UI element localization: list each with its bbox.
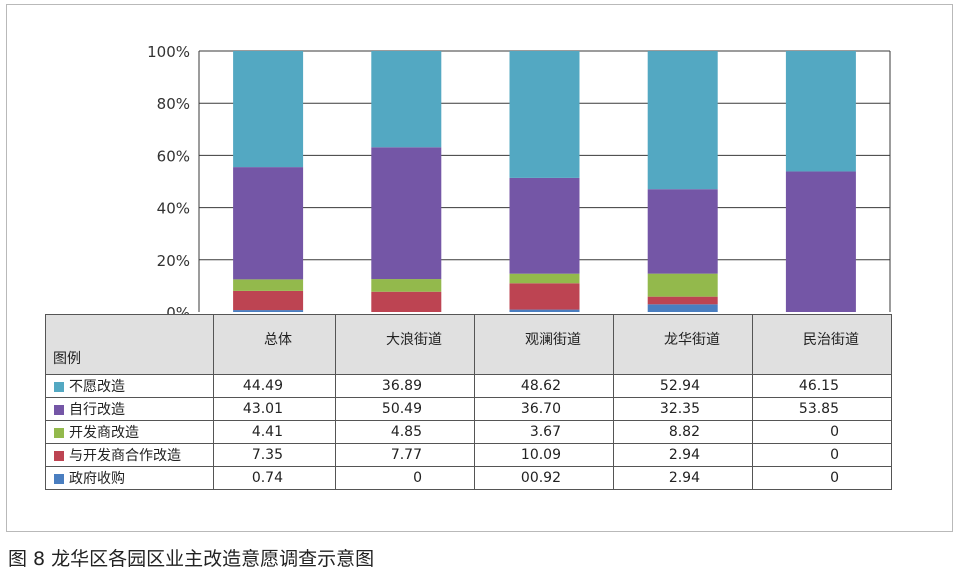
legend-entry: 自行改造 [45,397,214,421]
table-column-header: 龙华街道 [613,314,753,375]
table-cell-value: 7.77 [335,443,475,467]
bar-segment [509,309,580,312]
table-cell-value: 36.89 [335,374,475,398]
table-cell-value: 0 [752,443,892,467]
table-cell-value: 2.94 [613,466,753,490]
legend-entry: 政府收购 [45,466,214,490]
table-cell-value: 52.94 [613,374,753,398]
table-cell-value: 8.82 [613,420,753,444]
bar-segment [647,51,718,190]
bar-segment [647,296,718,305]
table-row: 开发商改造 4.41 4.85 3.67 8.82 0 [45,420,892,444]
table-row: 与开发商合作改造 7.35 7.77 10.09 2.94 0 [45,443,892,467]
bar-segment [647,304,718,312]
table-cell-value: 00.92 [474,466,614,490]
table-column-header: 观澜街道 [474,314,614,375]
legend-label: 与开发商合作改造 [69,448,181,464]
y-tick-label: 40% [157,200,190,218]
table-cell-value: 0 [752,420,892,444]
legend-entry: 不愿改造 [45,374,214,398]
table-row: 不愿改造 44.49 36.89 48.62 52.94 46.15 [45,374,892,398]
bar-segment [509,273,580,284]
table-cell-value: 43.01 [213,397,336,421]
bar-segment [233,279,304,291]
bar-segment [233,310,304,312]
legend-entry: 开发商改造 [45,420,214,444]
y-tick-label: 100% [147,43,190,61]
table-cell-value: 10.09 [474,443,614,467]
bar-segment [647,273,718,297]
table-header-row: 图例 总体 大浪街道 观澜街道 龙华街道 民治街道 [45,314,892,375]
table-row: 政府收购 0.74 0 00.92 2.94 0 [45,466,892,490]
y-tick-label: 60% [157,147,190,165]
table-cell-value: 7.35 [213,443,336,467]
legend-swatch [54,428,64,438]
table-cell-value: 4.85 [335,420,475,444]
bar-segment [371,291,442,312]
table-column-header: 民治街道 [752,314,892,375]
legend-title: 图例 [45,314,214,375]
legend-swatch [54,451,64,461]
table-row: 自行改造 43.01 50.49 36.70 32.35 53.85 [45,397,892,421]
bar-segment [233,290,304,311]
table-column-header: 大浪街道 [335,314,475,375]
y-tick-label: 80% [157,95,190,113]
legend-swatch [54,405,64,415]
stacked-bar-chart: 0%20%40%60%80%100% [147,43,891,320]
table-cell-value: 44.49 [213,374,336,398]
bar-segment [509,51,580,178]
bar-segment [371,147,442,280]
legend-swatch [54,474,64,484]
data-table: 图例 总体 大浪街道 观澜街道 龙华街道 民治街道 不愿改造 44.49 36.89 48.6… [45,314,892,490]
y-tick-label: 20% [157,252,190,270]
table-cell-value: 0 [752,466,892,490]
legend-label: 政府收购 [69,471,125,487]
bar-segment [785,51,856,172]
legend-label: 不愿改造 [69,379,125,395]
bar-segment [647,189,718,274]
legend-entry: 与开发商合作改造 [45,443,214,467]
table-cell-value: 50.49 [335,397,475,421]
table-cell-value: 36.70 [474,397,614,421]
table-cell-value: 46.15 [752,374,892,398]
table-cell-value: 48.62 [474,374,614,398]
bar-segment [785,171,856,312]
table-cell-value: 0.74 [213,466,336,490]
bar-segment [371,51,442,148]
legend-label: 自行改造 [69,402,125,418]
bar-segment [233,51,304,168]
table-cell-value: 32.35 [613,397,753,421]
table-cell-value: 2.94 [613,443,753,467]
figure-caption: 图 8 龙华区各园区业主改造意愿调查示意图 [8,548,375,570]
bar-segment [233,167,304,280]
table-cell-value: 0 [335,466,475,490]
table-column-header: 总体 [213,314,336,375]
table-cell-value: 3.67 [474,420,614,444]
bar-segment [371,279,442,292]
bar-segment [509,177,580,274]
table-cell-value: 53.85 [752,397,892,421]
table-cell-value: 4.41 [213,420,336,444]
legend-label: 开发商改造 [69,425,139,441]
bar-segment [509,283,580,310]
legend-swatch [54,382,64,392]
